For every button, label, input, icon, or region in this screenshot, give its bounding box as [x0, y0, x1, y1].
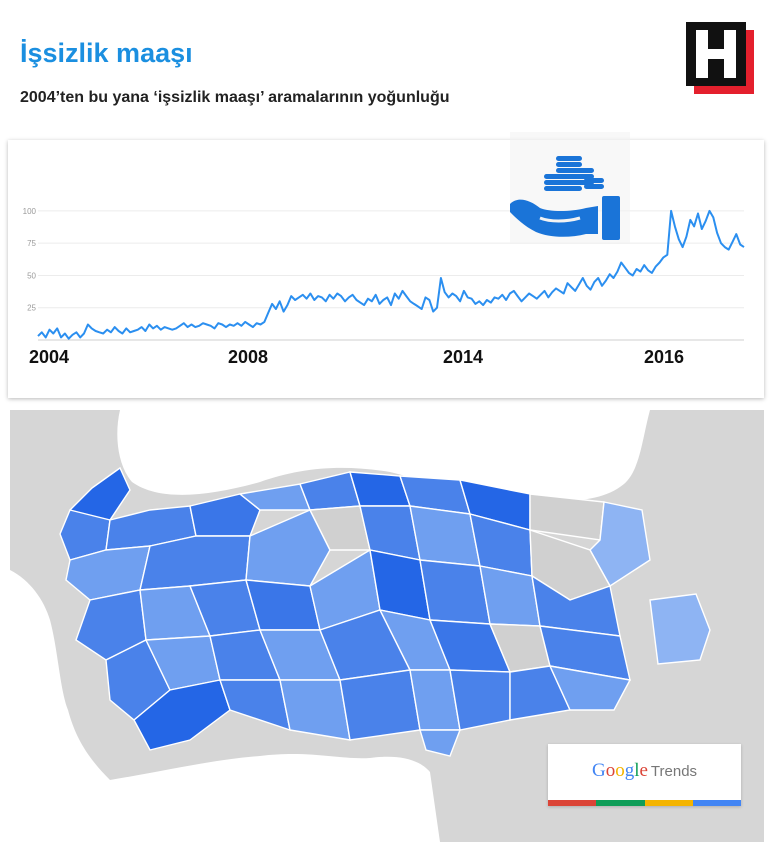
color-bar-segment [596, 800, 645, 806]
hand-holding-coins-icon [510, 132, 630, 244]
color-bar-segment [644, 800, 693, 806]
google-trends-logo: Google Trends [548, 760, 741, 782]
series-line [37, 209, 745, 340]
google-brand-text: Google [592, 760, 648, 781]
x-tick-label: 2004 [29, 347, 69, 367]
google-color-bar [548, 800, 741, 806]
brand-letter: o [615, 760, 625, 781]
aegean-sea [10, 570, 110, 842]
brand-letter: o [605, 760, 616, 781]
h-logo-icon: H [686, 22, 754, 94]
x-tick-label: 2016 [644, 347, 684, 367]
mediterranean-sea [110, 754, 440, 842]
black-sea [117, 410, 651, 501]
y-tick-label: 75 [27, 239, 36, 248]
brand-letter: g [624, 760, 635, 781]
x-tick-label: 2014 [443, 347, 483, 367]
y-tick-label: 50 [27, 271, 36, 280]
color-bar-segment [692, 800, 741, 806]
brand-letter: G [591, 760, 606, 781]
brand-letter: e [639, 760, 648, 781]
google-trends-badge: Google Trends [548, 744, 741, 806]
infographic-subtitle: 2004’ten bu yana ‘işsizlik maaşı’ aramal… [20, 89, 450, 106]
brand-letter: l [634, 760, 640, 781]
trends-text: Trends [650, 763, 698, 780]
trend-chart: 25 50 75 100 2004 2008 2014 2016 [23, 207, 745, 367]
trend-chart-panel: 25 50 75 100 2004 2008 2014 2016 [8, 140, 764, 398]
color-bar-segment [548, 800, 597, 806]
x-tick-label: 2008 [228, 347, 268, 367]
y-tick-label: 25 [27, 304, 36, 313]
map-drawing [10, 410, 764, 842]
infographic-title: İşsizlik maaşı [20, 38, 193, 68]
y-tick-label: 100 [23, 207, 37, 216]
